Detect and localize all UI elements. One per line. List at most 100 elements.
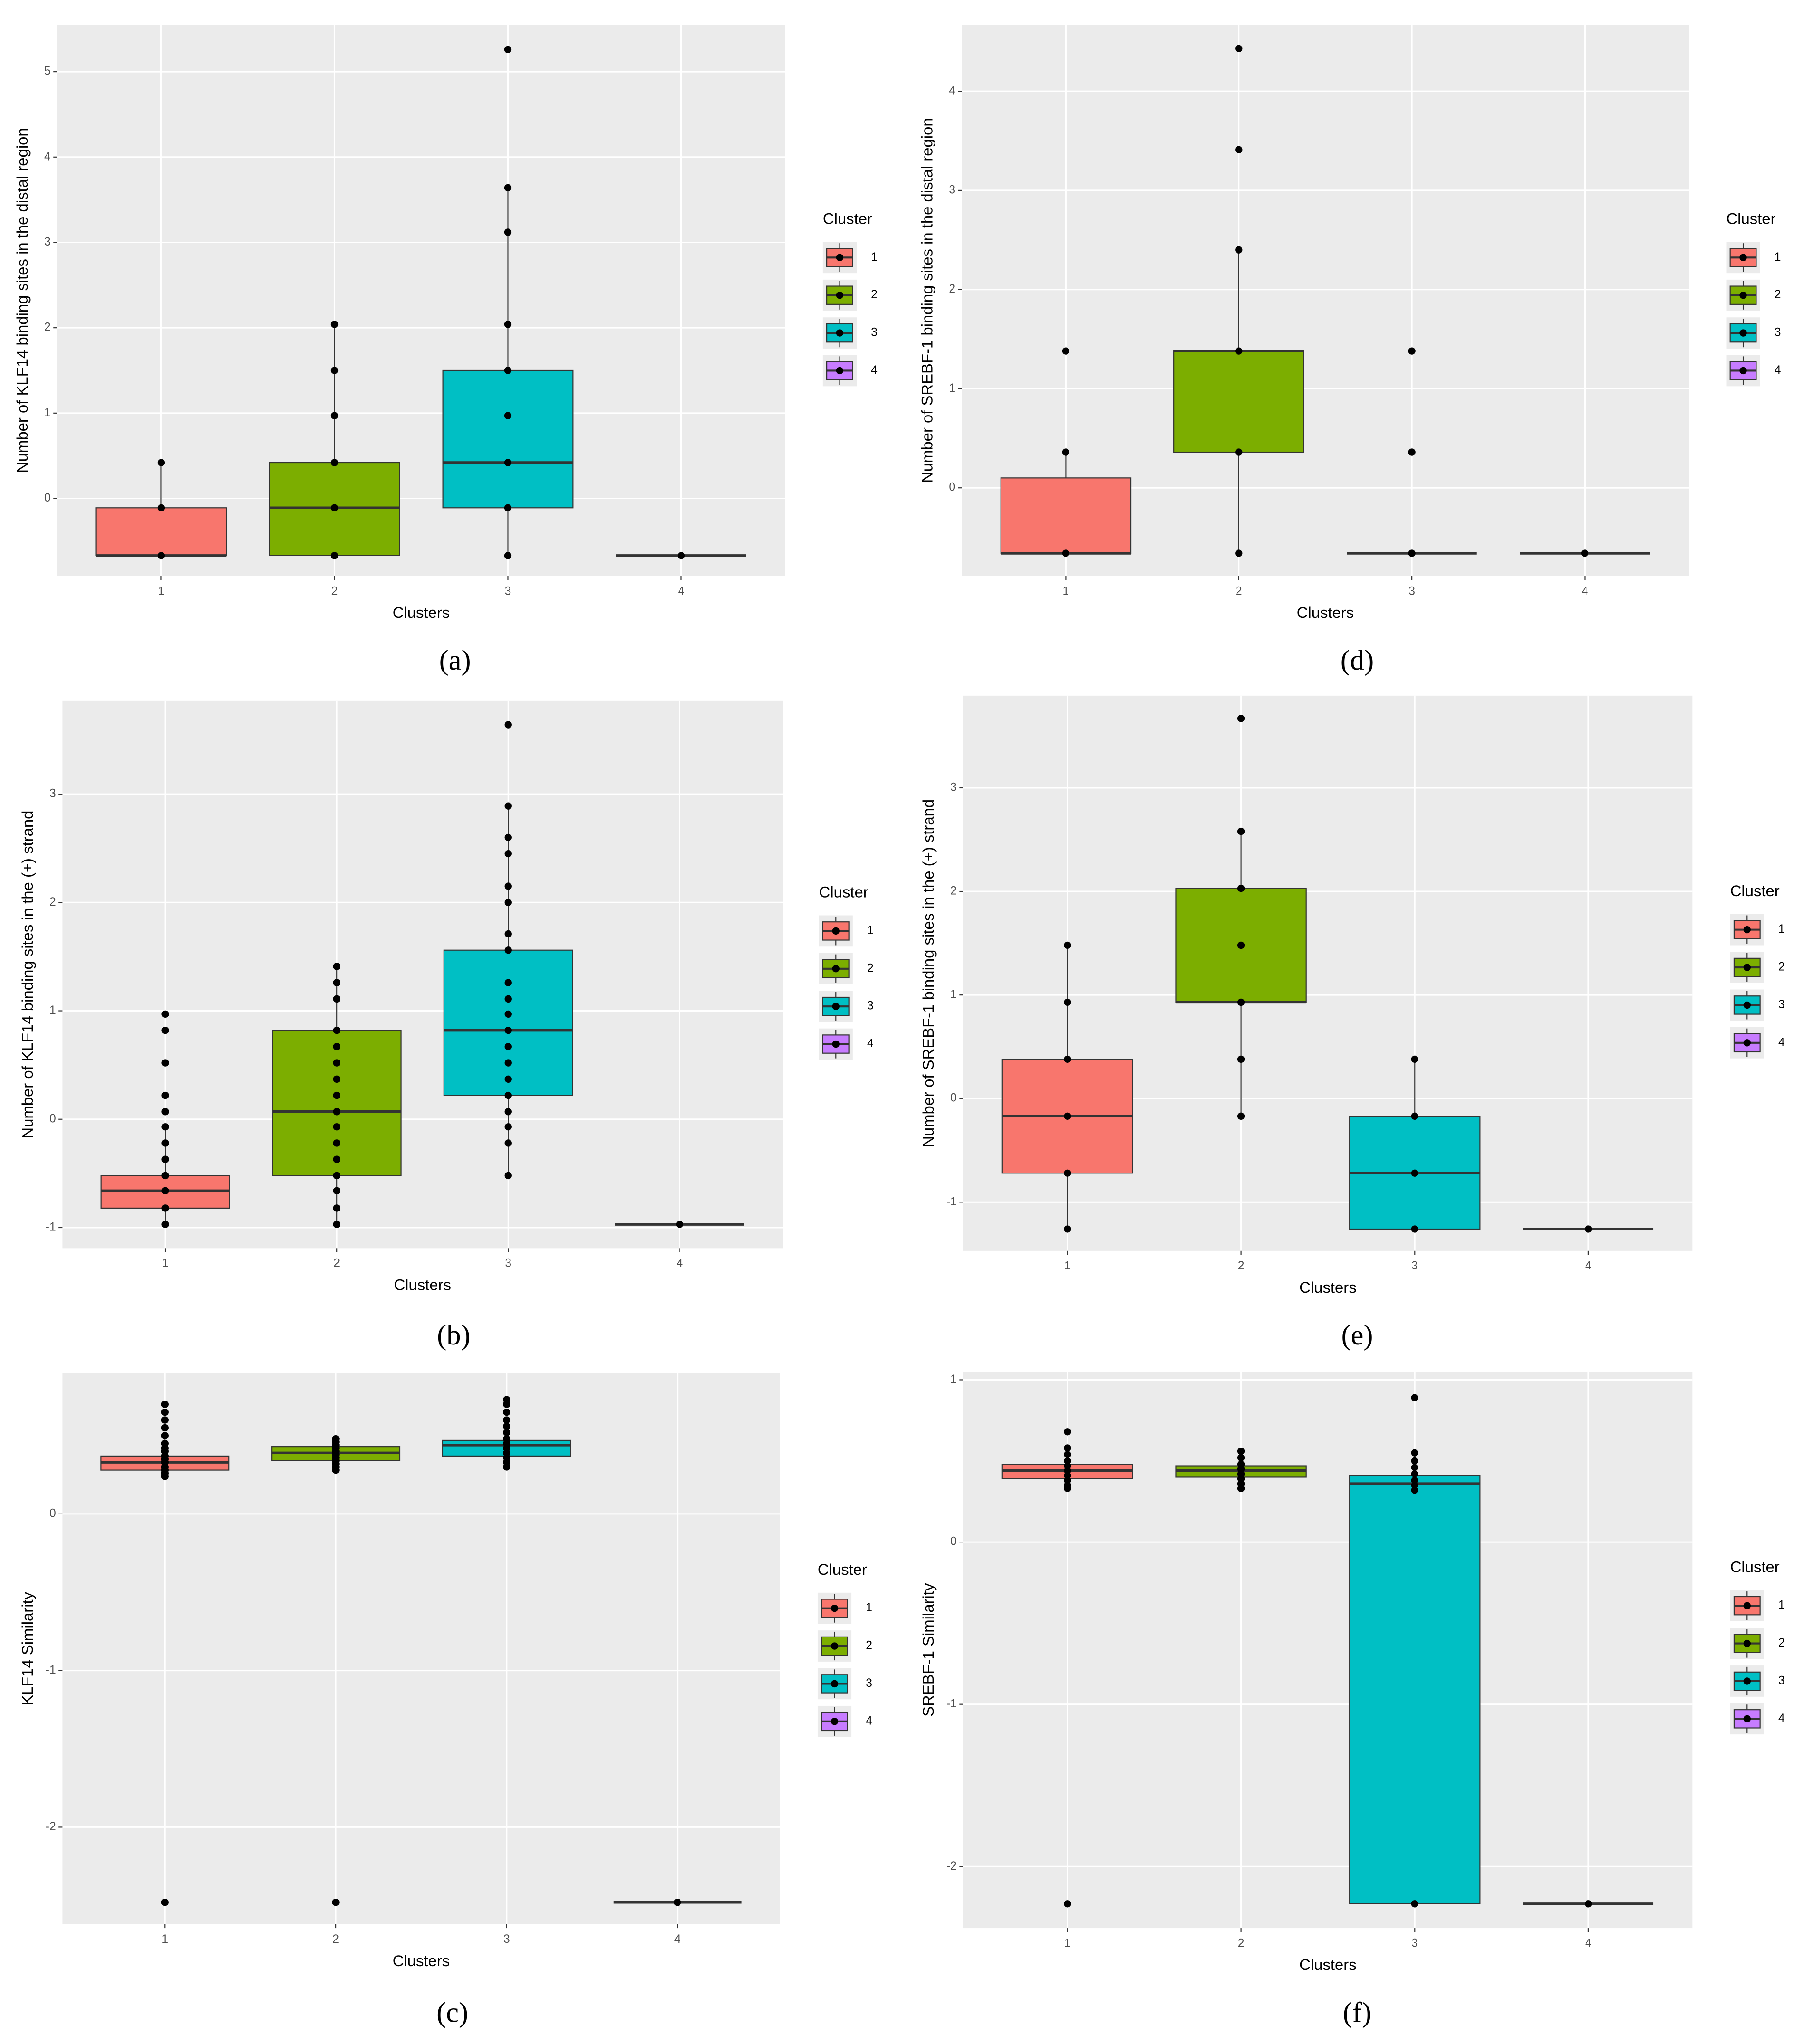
point — [1237, 1454, 1245, 1462]
point — [504, 367, 512, 374]
point — [333, 1139, 340, 1147]
y-tick-label: 2 — [44, 321, 51, 334]
point — [504, 930, 512, 938]
point — [673, 1899, 681, 1906]
legend-dot — [836, 367, 844, 375]
y-tick-label: 0 — [49, 1507, 56, 1520]
y-axis-title: Number of KLF14 binding sites in the dis… — [13, 128, 31, 473]
legend-label: 4 — [866, 1714, 872, 1727]
point — [1411, 1457, 1418, 1465]
point — [677, 552, 685, 559]
point — [503, 1422, 510, 1430]
x-tick-label: 4 — [678, 585, 685, 597]
point — [161, 1010, 169, 1018]
point — [1411, 1394, 1418, 1401]
legend-label: 1 — [1778, 923, 1785, 936]
point — [161, 1091, 169, 1099]
legend-label: 2 — [1775, 288, 1781, 301]
x-tick-label: 3 — [1411, 1937, 1418, 1949]
legend-label: 2 — [871, 288, 878, 301]
point — [333, 1075, 340, 1083]
legend-title: Cluster — [823, 210, 872, 227]
point — [333, 1172, 340, 1180]
legend-label: 2 — [867, 962, 874, 975]
point — [1064, 1112, 1071, 1120]
point — [161, 1155, 169, 1163]
point — [161, 1432, 169, 1439]
legend-label: 4 — [1775, 364, 1781, 377]
panel: -2 -1 0 1 1 2 3 4 Clusters SREBF-1 Similarity Clus… — [919, 1372, 1785, 2028]
x-axis-title: Clusters — [393, 604, 450, 621]
point — [1408, 347, 1416, 355]
legend-dot — [836, 292, 844, 299]
point — [504, 321, 512, 328]
point — [1062, 448, 1070, 456]
point — [1064, 1485, 1071, 1493]
legend-dot — [1743, 1677, 1751, 1685]
plot-background — [57, 25, 785, 577]
legend-dot — [832, 1040, 840, 1048]
point — [1237, 1448, 1245, 1455]
point — [503, 1463, 510, 1471]
legend-dot — [832, 965, 840, 973]
legend-dot — [1739, 292, 1747, 299]
y-tick-label: 1 — [949, 382, 955, 395]
legend-dot — [832, 927, 840, 935]
point — [1408, 448, 1416, 456]
point — [504, 1010, 512, 1018]
point — [1411, 1055, 1418, 1063]
y-axis-title: Number of SREBF-1 binding sites in the d… — [918, 118, 935, 483]
point — [504, 1108, 512, 1116]
legend-label: 3 — [867, 1000, 874, 1013]
point — [504, 1059, 512, 1067]
x-tick-label: 3 — [1408, 585, 1415, 597]
legend-label: 3 — [1778, 1674, 1785, 1687]
y-tick-label: 5 — [44, 65, 51, 78]
point — [1581, 549, 1589, 557]
legend-dot — [1743, 926, 1751, 934]
x-tick-label: 2 — [1236, 585, 1242, 597]
x-tick-label: 2 — [332, 1933, 339, 1946]
x-axis-title: Clusters — [1299, 1278, 1356, 1296]
point — [1408, 549, 1416, 557]
point — [504, 46, 512, 54]
x-axis-title: Clusters — [394, 1276, 451, 1293]
x-axis-title: Clusters — [1299, 1956, 1356, 1973]
legend-label: 1 — [1778, 1599, 1785, 1612]
point — [161, 1204, 169, 1212]
point — [1411, 1486, 1418, 1494]
legend-dot — [1743, 1001, 1751, 1009]
y-axis-title: KLF14 Similarity — [19, 1591, 36, 1705]
point — [676, 1221, 684, 1228]
y-axis-title: Number of SREBF-1 binding sites in the (… — [919, 799, 937, 1147]
point — [333, 1026, 340, 1034]
box — [1173, 350, 1304, 453]
point — [1411, 1464, 1418, 1471]
legend-dot — [1739, 329, 1747, 337]
point — [161, 1408, 169, 1416]
point — [1062, 347, 1070, 355]
panel-label: (e) — [1341, 1319, 1373, 1351]
point — [503, 1408, 510, 1416]
point — [333, 1108, 340, 1116]
plot-background — [62, 700, 783, 1249]
legend-label: 2 — [1778, 1637, 1785, 1649]
panel: -1 0 1 2 3 1 2 3 4 Clusters Number of SREBF-1 bind… — [919, 695, 1785, 1351]
point — [161, 1139, 169, 1147]
y-tick-label: 2 — [949, 283, 955, 295]
legend-dot — [1739, 367, 1747, 375]
x-tick-label: 1 — [161, 1933, 168, 1946]
point — [504, 1123, 512, 1131]
y-tick-label: -1 — [946, 1697, 957, 1710]
legend-title: Cluster — [1730, 1558, 1780, 1575]
point — [504, 850, 512, 858]
point — [504, 899, 512, 906]
legend-label: 3 — [871, 326, 878, 339]
box — [95, 507, 227, 556]
legend-title: Cluster — [819, 883, 868, 901]
y-tick-label: -1 — [46, 1664, 56, 1676]
point — [1235, 146, 1243, 153]
x-tick-label: 4 — [1582, 585, 1588, 597]
point — [161, 1899, 169, 1906]
y-tick-label: -2 — [946, 1860, 957, 1873]
